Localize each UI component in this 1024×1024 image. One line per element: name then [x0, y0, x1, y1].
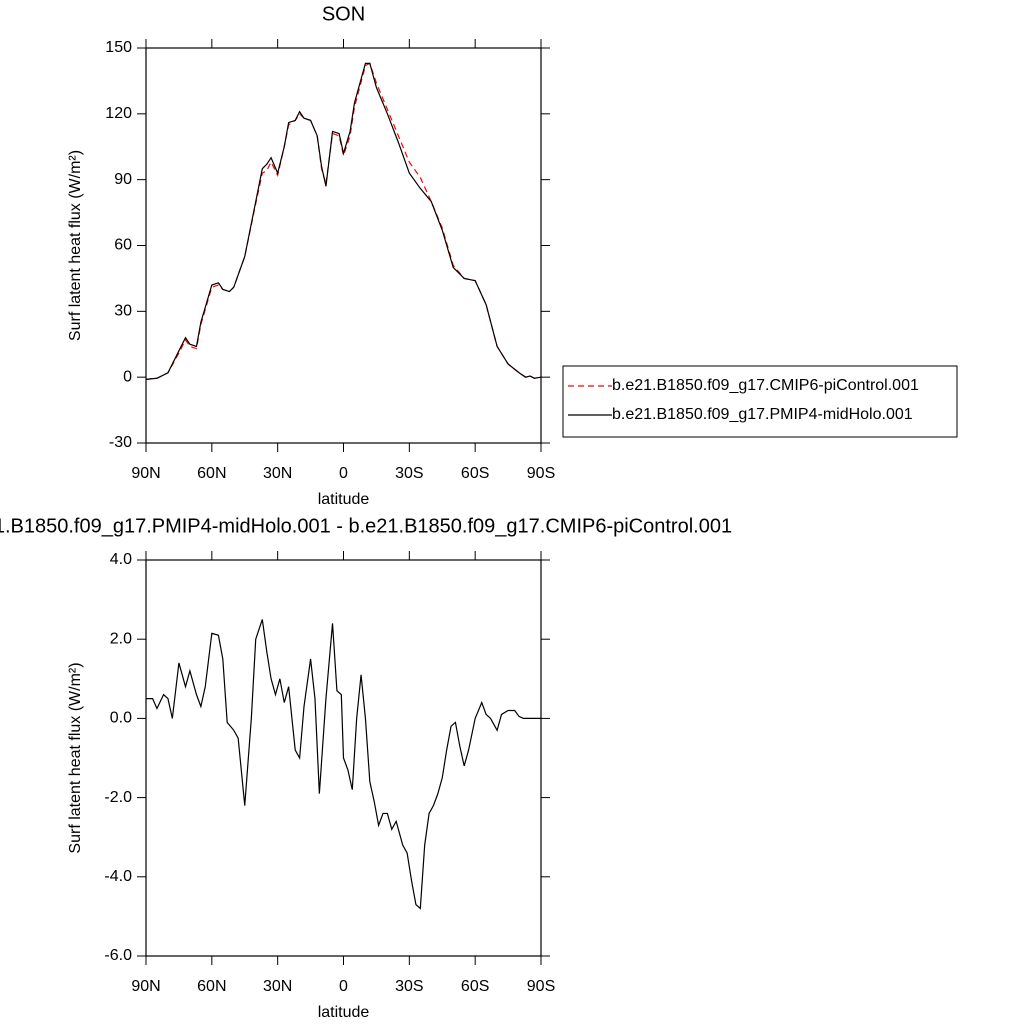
x-tick-label: 30N	[263, 465, 292, 482]
legend-label: b.e21.B1850.f09_g17.CMIP6-piControl.001	[612, 377, 919, 394]
chart-title: SON	[322, 3, 365, 25]
x-tick-label: 0	[339, 978, 348, 995]
y-tick-label: -4.0	[104, 868, 132, 885]
y-tick-label: 90	[114, 171, 132, 188]
x-tick-label: 90N	[131, 465, 160, 482]
x-tick-label: 90S	[527, 465, 555, 482]
x-tick-label: 60S	[461, 978, 489, 995]
y-tick-label: -2.0	[104, 789, 132, 806]
x-tick-label: 0	[339, 465, 348, 482]
y-tick-label: -30	[109, 434, 132, 451]
x-tick-label: 30S	[395, 465, 423, 482]
y-tick-label: -6.0	[104, 947, 132, 964]
y-axis-label: Surf latent heat flux (W/m²)	[67, 150, 84, 341]
legend-box	[562, 365, 958, 438]
y-tick-label: 150	[105, 39, 132, 56]
chart-title: b.e21.B1850.f09_g17.PMIP4-midHolo.001 - …	[0, 515, 732, 537]
data-line	[145, 62, 542, 380]
data-line	[145, 62, 542, 380]
x-tick-label: 60N	[197, 465, 226, 482]
x-tick-label: 90N	[131, 978, 160, 995]
x-tick-label: 60N	[197, 978, 226, 995]
y-axis-label: Surf latent heat flux (W/m²)	[67, 662, 84, 853]
y-tick-label: 120	[105, 105, 132, 122]
plot-frame	[145, 559, 542, 957]
y-tick-label: 0.0	[110, 710, 132, 727]
y-tick-label: 2.0	[110, 630, 132, 647]
x-tick-label: 60S	[461, 465, 489, 482]
y-tick-label: 0	[123, 368, 132, 385]
x-tick-label: 30N	[263, 978, 292, 995]
y-tick-label: 4.0	[110, 551, 132, 568]
x-axis-label: latitude	[318, 491, 370, 508]
x-tick-label: 90S	[527, 978, 555, 995]
plot-frame	[145, 47, 542, 444]
y-tick-label: 30	[114, 303, 132, 320]
x-tick-label: 30S	[395, 978, 423, 995]
data-line	[146, 619, 541, 910]
legend-label: b.e21.B1850.f09_g17.PMIP4-midHolo.001	[612, 406, 913, 423]
x-axis-label: latitude	[318, 1004, 370, 1021]
y-tick-label: 60	[114, 237, 132, 254]
